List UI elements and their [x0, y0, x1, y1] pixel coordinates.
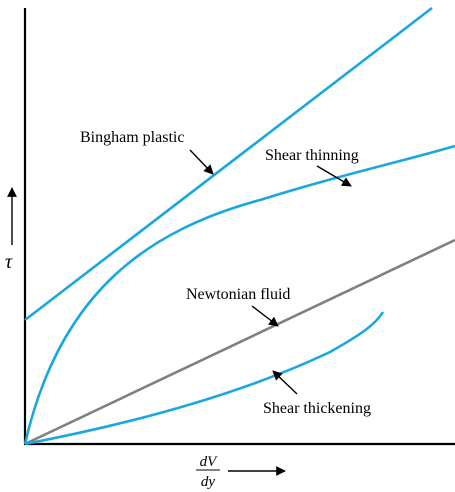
shear-thinning-arrow	[316, 165, 352, 187]
y-axis-label: τ	[5, 251, 13, 273]
bingham-plastic-label: Bingham plastic	[80, 129, 184, 146]
shear-thinning-curve	[23, 144, 455, 445]
bingham-plastic-curve	[24, 6, 433, 322]
shear-thickening-label: Shear thickening	[263, 400, 371, 417]
shear-thinning-label: Shear thinning	[265, 147, 359, 164]
shear-thickening-arrow	[272, 370, 298, 395]
newtonian-fluid-line	[24, 238, 455, 446]
newtonian-fluid-label: Newtonian fluid	[186, 286, 290, 303]
bingham-plastic-arrow	[189, 149, 214, 175]
x-axis-label-numerator: dV	[200, 454, 219, 470]
newtonian-fluid-arrow	[251, 305, 279, 327]
x-axis-label-denominator: dy	[201, 474, 216, 490]
shear-thickening-curve	[24, 311, 385, 446]
